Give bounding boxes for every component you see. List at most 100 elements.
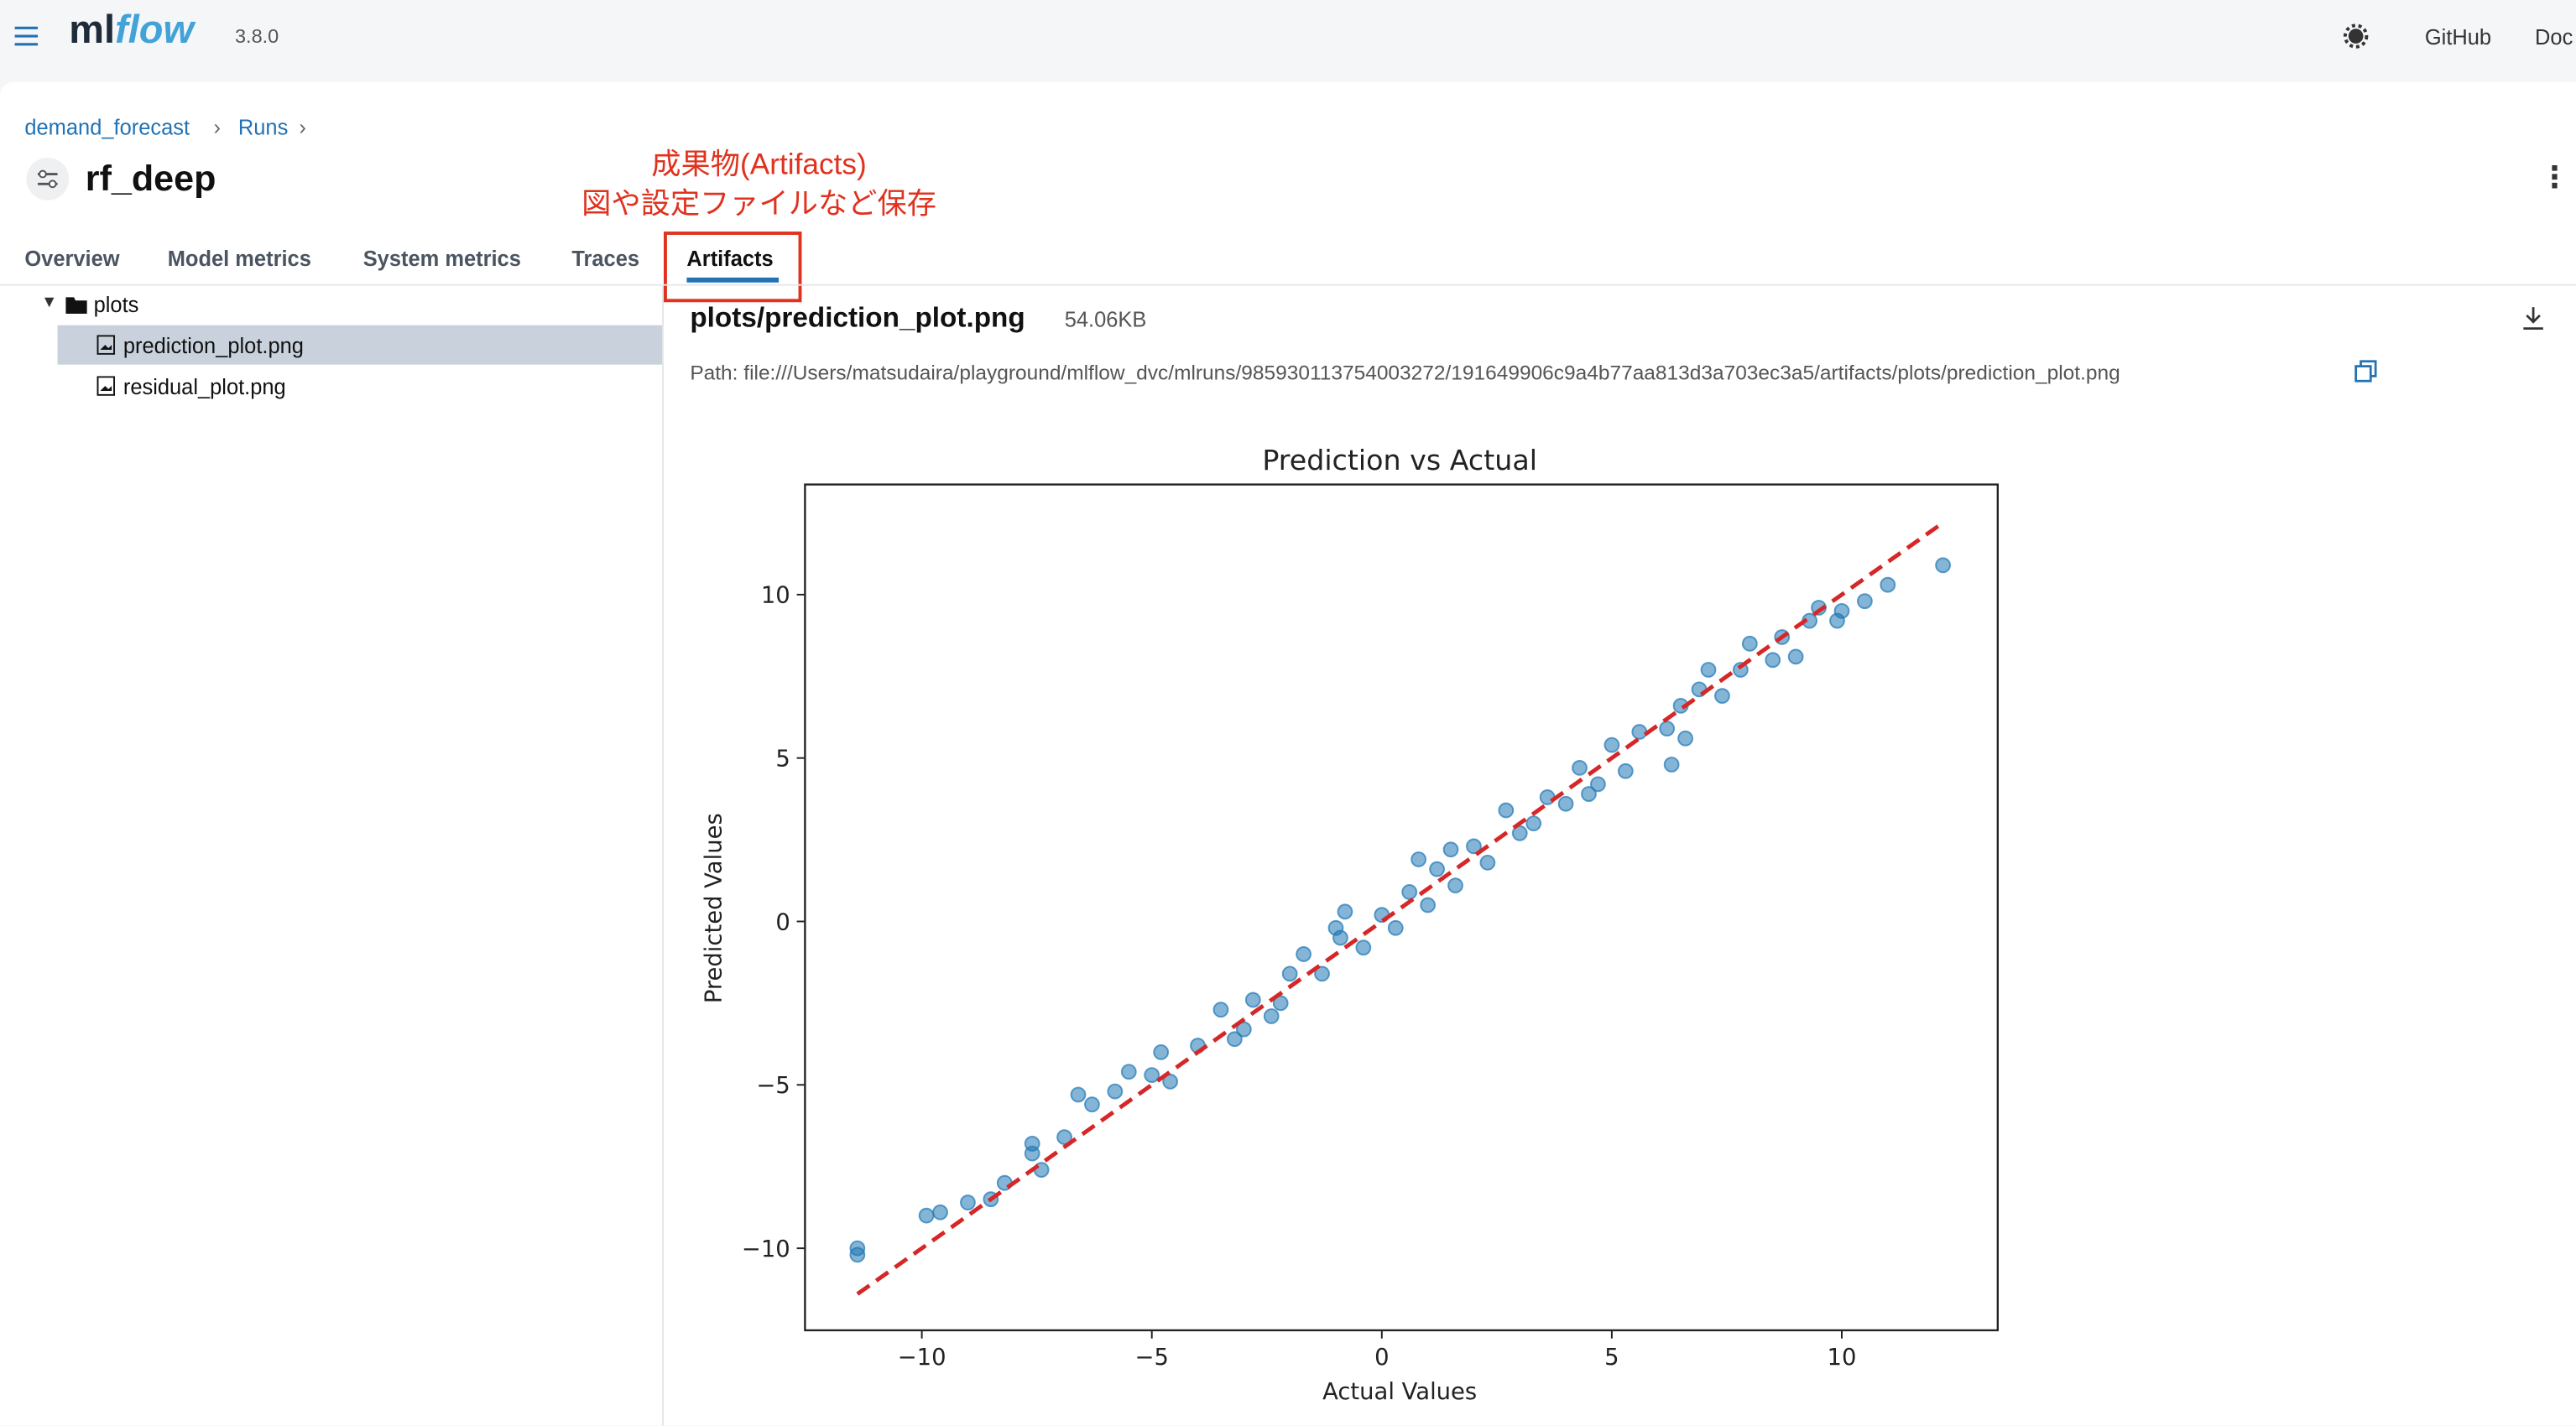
point: [1212, 1002, 1229, 1018]
point: [1337, 903, 1353, 920]
x-tick-label: −5: [1135, 1345, 1169, 1371]
version: 3.8.0: [234, 24, 279, 48]
point: [1420, 897, 1437, 913]
copy-icon[interactable]: [2354, 360, 2377, 384]
point: [918, 1207, 935, 1224]
file[interactable]: residual_plot.png: [123, 374, 286, 399]
point: [1659, 721, 1676, 737]
point: [1498, 802, 1515, 819]
y-tick-label: 5: [775, 746, 790, 772]
point: [1296, 946, 1312, 962]
point: [1714, 688, 1730, 705]
point: [1442, 841, 1459, 858]
point: [1411, 851, 1427, 867]
point: [1272, 995, 1289, 1012]
point: [1070, 1086, 1087, 1103]
point: [1741, 635, 1758, 652]
point: [1429, 861, 1445, 877]
point: [1107, 1083, 1124, 1100]
separator: ›: [213, 115, 222, 140]
file-icon: [96, 376, 116, 396]
point: [1603, 736, 1620, 753]
divider: [662, 285, 664, 1426]
tab[interactable]: Overview: [24, 246, 120, 272]
point: [1244, 991, 1261, 1008]
x-tick-label: 5: [1604, 1345, 1619, 1371]
point: [1631, 724, 1648, 740]
point: [1226, 1031, 1243, 1048]
point: [1332, 929, 1348, 946]
point: [1700, 662, 1717, 678]
folder[interactable]: plots: [93, 292, 139, 317]
x-tick-label: 0: [1374, 1345, 1389, 1371]
point: [1677, 730, 1693, 747]
point: [1056, 1129, 1072, 1146]
divider: [0, 284, 2576, 286]
content-panel: [0, 81, 2576, 1426]
point: [1120, 1064, 1137, 1080]
y-tick-label: 0: [775, 909, 790, 935]
y-tick-label: 10: [761, 583, 790, 609]
point: [1880, 576, 1896, 593]
logo[interactable]: mlflow: [69, 8, 194, 55]
point: [1024, 1136, 1040, 1152]
caret[interactable]: ▼: [40, 294, 58, 313]
breadcrumb[interactable]: demand_forecast: [24, 115, 190, 140]
point: [1355, 939, 1372, 956]
annotation-line: 図や設定ファイルなど保存: [581, 187, 937, 221]
point: [1935, 557, 1951, 574]
folder-icon: [65, 297, 87, 314]
point: [849, 1240, 866, 1257]
breadcrumb[interactable]: Runs: [237, 115, 289, 140]
point: [1581, 786, 1597, 802]
file-size: 54.06KB: [1064, 307, 1147, 332]
point: [1856, 593, 1873, 610]
file-name: plots/prediction_plot.png: [690, 302, 1025, 334]
chart-title: Prediction vs Actual: [1262, 444, 1537, 476]
run-name: rf_deep: [85, 157, 216, 199]
separator: ›: [299, 115, 306, 140]
point: [932, 1204, 948, 1220]
point: [1557, 795, 1574, 812]
logo-ml: ml: [69, 8, 116, 53]
point: [1235, 1021, 1252, 1038]
point: [1314, 965, 1330, 982]
point: [1617, 762, 1634, 779]
nav-link[interactable]: GitHub: [2424, 24, 2492, 49]
file-icon: [96, 335, 116, 355]
tab[interactable]: Traces: [571, 246, 640, 272]
theme-icon[interactable]: [2343, 23, 2369, 49]
download-icon[interactable]: [2521, 305, 2544, 330]
annotation-line: 成果物(Artifacts): [651, 148, 867, 181]
point: [1447, 877, 1463, 894]
x-tick-label: −10: [898, 1345, 946, 1371]
x-tick-label: 10: [1828, 1345, 1857, 1371]
point: [1153, 1043, 1170, 1060]
run-icon: [26, 157, 70, 200]
y-tick-label: −10: [742, 1236, 790, 1262]
selected-row: [57, 325, 663, 365]
point: [1787, 648, 1804, 665]
point: [1387, 919, 1404, 936]
menu-icon[interactable]: [13, 23, 39, 49]
file[interactable]: prediction_plot.png: [123, 333, 304, 358]
plot-frame: [804, 483, 1999, 1332]
point: [1281, 965, 1298, 982]
point: [1162, 1074, 1179, 1090]
point: [1144, 1067, 1160, 1084]
point: [960, 1194, 976, 1210]
more-menu[interactable]: ⋮: [2539, 160, 2570, 195]
tab-active[interactable]: Artifacts: [686, 246, 774, 272]
tab-underline: [686, 277, 780, 283]
tab[interactable]: Model metrics: [167, 246, 311, 272]
nav-link[interactable]: Doc: [2535, 24, 2573, 49]
point: [1263, 1008, 1280, 1024]
point: [1663, 757, 1680, 773]
logo-flow: flow: [115, 8, 195, 53]
point: [1765, 652, 1781, 669]
file-path: Path: file:///Users/matsudaira/playgroun…: [690, 361, 2120, 385]
tab[interactable]: System metrics: [362, 246, 521, 272]
